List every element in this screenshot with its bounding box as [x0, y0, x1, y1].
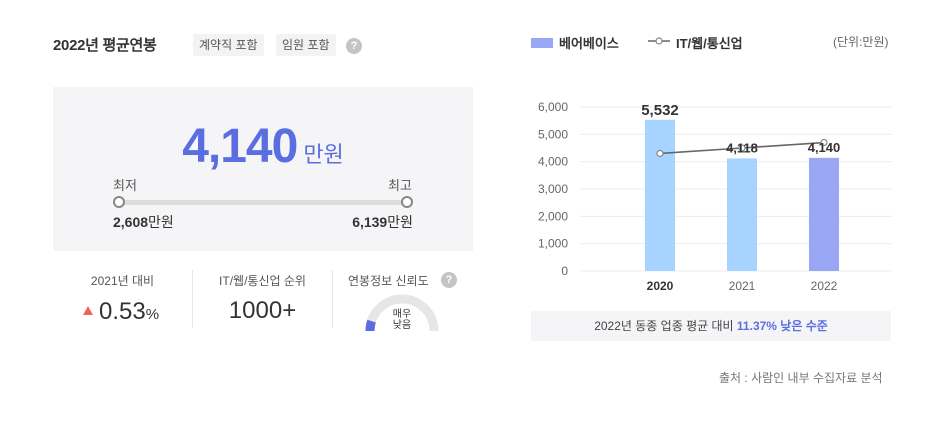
- max-salary: 6,139만원: [343, 212, 413, 232]
- max-label: 최고: [388, 178, 412, 193]
- min-salary-unit: 만원: [148, 214, 174, 230]
- data-label: 4,140: [808, 140, 841, 155]
- reliability-gauge: [365, 294, 439, 332]
- bar: [809, 157, 839, 271]
- up-arrow-icon: [83, 306, 93, 315]
- y-tick-label: 1,000: [538, 237, 568, 251]
- change-rate-value: 0.53: [99, 298, 146, 325]
- industry-rank: 1000+: [228, 297, 297, 324]
- y-tick-label: 3,000: [538, 182, 568, 196]
- help-icon[interactable]: ?: [346, 38, 362, 54]
- unit-note: (단위:만원): [833, 35, 889, 49]
- y-tick-label: 5,000: [538, 127, 568, 141]
- reliability-help-icon[interactable]: ?: [441, 272, 457, 288]
- change-rate-unit: %: [145, 306, 160, 323]
- average-salary: 4,140 만원: [53, 119, 473, 174]
- bar: [645, 119, 675, 272]
- reliability-label: 연봉정보 신뢰도: [348, 274, 429, 288]
- bar: [727, 158, 757, 271]
- x-tick-label: 2020: [647, 279, 674, 293]
- min-marker: [113, 196, 125, 208]
- reliability-value: 매우 낮음: [385, 309, 419, 331]
- legend-company-label: 베어베이스: [559, 36, 619, 51]
- min-label: 최저: [113, 178, 137, 193]
- max-salary-value: 6,139: [352, 214, 388, 230]
- gauge-fill: [365, 319, 376, 332]
- bar-legend-swatch: [531, 38, 553, 48]
- line-legend-swatch: [648, 37, 670, 45]
- reliability-value-line2: 낮음: [392, 320, 412, 331]
- rank-label: IT/웹/통신업 순위: [219, 274, 306, 288]
- change-label: 2021년 대비: [90, 274, 155, 288]
- y-tick-label: 0: [561, 264, 568, 278]
- average-salary-panel: 4,140 만원 최저 최고 2,608만원 6,139만원: [53, 87, 473, 251]
- legend-industry: IT/웹/통신업: [648, 33, 743, 52]
- divider: [192, 270, 193, 328]
- gauge-track: [365, 294, 439, 332]
- y-tick-label: 2,000: [538, 209, 568, 223]
- salary-range-bar: [119, 200, 407, 205]
- comparison-note: 2022년 동종 업종 평균 대비 11.37% 낮은 수준: [531, 311, 891, 341]
- comparison-highlight: 11.37% 낮은 수준: [736, 319, 828, 333]
- min-salary: 2,608만원: [113, 212, 174, 232]
- y-tick-label: 6,000: [538, 100, 568, 114]
- y-tick-label: 4,000: [538, 155, 568, 169]
- page-title: 2022년 평균연봉: [53, 37, 157, 54]
- x-tick-label: 2021: [729, 279, 756, 293]
- change-rate: 0.53%: [83, 298, 159, 326]
- contract-included-tag: 계약직 포함: [193, 34, 264, 56]
- x-tick-label: 2022: [811, 279, 838, 293]
- data-label: 4,118: [726, 140, 758, 155]
- max-marker: [401, 196, 413, 208]
- industry-point: [738, 144, 746, 152]
- average-salary-value: 4,140: [182, 120, 298, 173]
- max-salary-unit: 만원: [387, 214, 413, 230]
- executive-included-tag: 임원 포함: [276, 34, 336, 56]
- comparison-note-text: 2022년 동종 업종 평균 대비: [594, 319, 737, 333]
- reliability-value-line1: 매우: [392, 309, 412, 320]
- industry-point: [656, 149, 664, 158]
- legend-industry-label: IT/웹/통신업: [676, 36, 743, 51]
- source-note: 출처 : 사람인 내부 수집자료 분석: [719, 371, 883, 385]
- legend-company: 베어베이스: [531, 33, 619, 52]
- average-salary-unit: 만원: [303, 142, 344, 167]
- industry-point: [820, 138, 828, 147]
- divider: [332, 270, 333, 328]
- min-salary-value: 2,608: [113, 214, 149, 230]
- data-label: 5,532: [641, 102, 679, 119]
- salary-chart: 0 1,000 2,000 3,000 4,000 5,000 6,000 5,532 4,11…: [538, 100, 892, 293]
